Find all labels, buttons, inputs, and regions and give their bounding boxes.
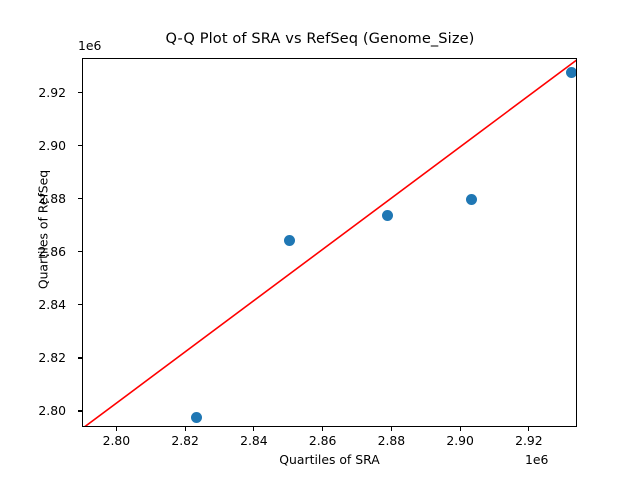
x-axis-tick bbox=[390, 427, 392, 431]
x-axis-tick-label: 2.80 bbox=[102, 433, 131, 448]
x-axis-tick bbox=[459, 427, 461, 431]
x-axis-tick-label: 2.92 bbox=[515, 433, 543, 448]
x-axis-tick bbox=[253, 427, 255, 431]
x-axis-offset-label: 1e6 bbox=[525, 452, 549, 467]
x-axis-tick bbox=[184, 427, 186, 431]
x-axis-tick-label: 2.88 bbox=[377, 433, 406, 448]
y-axis-tick-label: 2.90 bbox=[38, 137, 66, 153]
x-axis-tick-label: 2.90 bbox=[446, 433, 474, 448]
data-point bbox=[190, 411, 202, 423]
x-axis-tick bbox=[115, 427, 117, 431]
y-axis-tick-label: 2.84 bbox=[38, 296, 66, 312]
plot-area bbox=[83, 59, 576, 426]
data-point bbox=[465, 193, 477, 205]
x-axis-tick bbox=[528, 427, 530, 431]
y-axis-tick bbox=[78, 198, 82, 200]
reference-line bbox=[84, 59, 576, 426]
y-axis-tick bbox=[78, 357, 82, 359]
y-axis-tick-label: 2.82 bbox=[38, 349, 66, 365]
y-axis-tick-label: 2.88 bbox=[38, 190, 66, 206]
x-axis-tick-label: 2.84 bbox=[240, 433, 268, 448]
y-axis-tick bbox=[78, 91, 82, 94]
y-axis-label: Quartiles of RefSeq bbox=[35, 169, 51, 290]
y-axis-tick bbox=[78, 410, 82, 412]
y-axis-tick-label: 2.92 bbox=[38, 84, 66, 100]
data-point bbox=[283, 234, 295, 246]
page-title: Q-Q Plot of SRA vs RefSeq (Genome_Size) bbox=[165, 30, 475, 47]
x-axis-tick bbox=[322, 427, 324, 431]
axes-frame bbox=[82, 58, 577, 427]
x-axis-label: Quartiles of SRA bbox=[279, 452, 380, 467]
x-axis-tick-label: 2.86 bbox=[308, 433, 337, 448]
data-point bbox=[381, 210, 393, 222]
y-axis-offset-label: 1e6 bbox=[78, 38, 102, 53]
y-axis-tick bbox=[78, 304, 82, 306]
y-axis-tick bbox=[78, 251, 82, 253]
data-point bbox=[565, 66, 576, 78]
x-axis-tick-label: 2.82 bbox=[171, 433, 199, 448]
y-axis-tick bbox=[78, 145, 82, 147]
y-axis-tick-label: 2.80 bbox=[38, 403, 66, 419]
y-axis-tick-label: 2.86 bbox=[38, 243, 66, 259]
